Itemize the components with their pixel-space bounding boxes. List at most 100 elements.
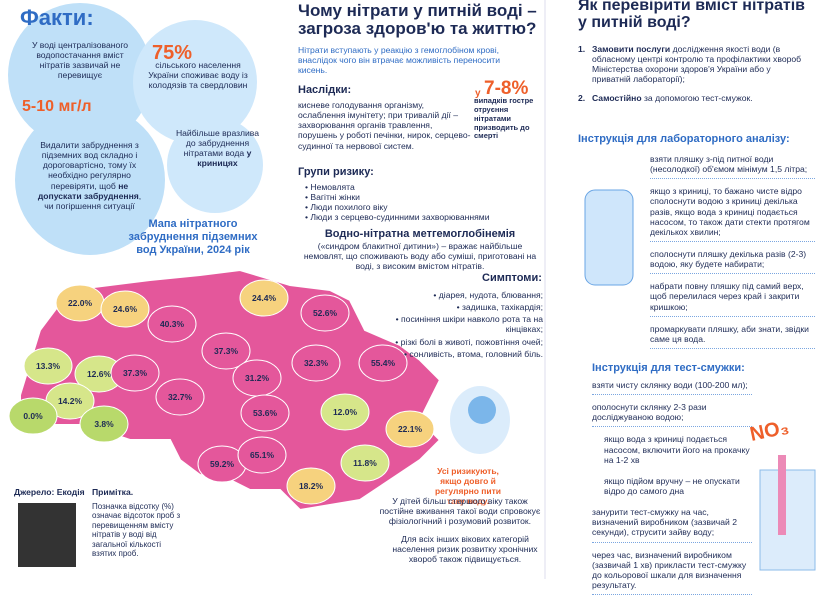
note: Позначка відсотку (%) означає відсоток п…	[92, 502, 181, 559]
warning: Усі ризикують, якщо довго й регулярно пи…	[434, 466, 502, 507]
region-label: 40.3%	[160, 319, 185, 329]
step-bold: Самостійно	[592, 92, 642, 103]
region-label: 55.4%	[371, 358, 396, 368]
region-label: 3.8%	[94, 419, 114, 429]
strip-steps: взяти чисту склянку води (100-200 мл); оп…	[592, 376, 752, 598]
how-steps: 1. Замовити послуги дослідження якості во…	[578, 44, 810, 111]
intro: Нітрати вступають у реакцію з гемоглобін…	[298, 45, 501, 76]
section-title: Водно-нітратна метгемоглобінемія	[324, 228, 516, 240]
map-region	[340, 444, 390, 482]
section-title: Групи ризику:	[298, 166, 374, 178]
symptom: • діарея, нудота, блювання;	[433, 290, 543, 300]
text: Видалити забруднення з підземних вод скл…	[40, 140, 139, 191]
map-region	[291, 344, 341, 382]
map-title: Мапа нітратного забруднення підземних во…	[128, 218, 258, 256]
lab-step: взяти пляшку з-під питної води (несолодк…	[650, 150, 815, 180]
text: кисневе голодування організму, ослабленн…	[298, 100, 471, 151]
text: («синдром блакитної дитини») – вражає на…	[303, 241, 537, 272]
strip-substep: якщо підйом вручну – не опускати відро д…	[604, 475, 740, 496]
map-region	[110, 354, 160, 392]
facts-title: Факти:	[20, 5, 94, 30]
text: У дітей більш старшого віку також постій…	[379, 496, 541, 527]
qr-code	[18, 503, 76, 567]
region-label: 32.7%	[168, 392, 193, 402]
region-label: 13.3%	[36, 361, 61, 371]
symptom: • посиніння шкіри навколо рота та на кін…	[395, 314, 543, 335]
text: у криницях	[197, 148, 252, 169]
why-title: Чому нітрати у питній воді – загроза здо…	[298, 1, 537, 38]
map-region	[100, 290, 150, 328]
region-label: 14.2%	[58, 396, 83, 406]
map-region	[237, 436, 287, 474]
stat: 7-8%	[484, 78, 529, 99]
risk-list: НемовлятаВагітні жінкиЛюди похилого віку…	[305, 182, 535, 223]
map-region	[286, 467, 336, 505]
region-label: 24.4%	[252, 293, 277, 303]
strip-step: ополоснути склянку 2-3 рази досліджувано…	[592, 398, 752, 428]
text: Для всіх інших вікових категорій населен…	[392, 534, 538, 565]
lab-step: промаркувати пляшку, аби знати, звідки с…	[650, 320, 815, 349]
how-step: 1. Замовити послуги дослідження якості во…	[578, 44, 810, 85]
risk-item: Люди з серцево-судинними захворюваннями	[305, 212, 535, 222]
map-region	[385, 410, 435, 448]
text: не допускати забруднення	[37, 180, 139, 201]
risk-item: Немовлята	[305, 182, 535, 192]
how-step: 2. Самостійно за допомогою тест-смужок.	[578, 93, 810, 103]
region-label: 52.6%	[313, 308, 338, 318]
map-region	[147, 305, 197, 343]
symptoms-list: • діарея, нудота, блювання; • задишка, та…	[378, 290, 543, 361]
stat-text: випадків гостре отруєння нітратами призв…	[474, 96, 534, 141]
child-head	[468, 396, 496, 424]
fact: У воді централізованого водопостачання в…	[31, 40, 129, 81]
symptom: • сонливість, втома, головний біль.	[404, 348, 543, 359]
fact: Видалити забруднення з підземних вод скл…	[32, 140, 147, 211]
fact: сільського населення України споживає во…	[148, 60, 248, 91]
step-number: 2.	[578, 92, 586, 103]
map-outline	[19, 268, 442, 512]
bubble	[167, 117, 263, 213]
fact-value: 75%	[152, 42, 193, 64]
strip-step: занурити тест-смужку на час, визначений …	[592, 503, 752, 543]
step-text: за допомогою тест-смужок.	[643, 92, 753, 103]
region-label: 12.0%	[333, 407, 358, 417]
region-label: 24.6%	[113, 304, 138, 314]
bubble	[15, 105, 165, 255]
section-title: Наслідки:	[298, 84, 352, 96]
section-title: Інструкція для тест-смужки:	[592, 362, 745, 374]
map-region	[300, 294, 350, 332]
region-label: 22.1%	[398, 424, 423, 434]
glass-illustration	[759, 469, 816, 571]
how-title: Як перевірити вміст нітратів у питній во…	[578, 0, 806, 31]
fact-value: 5-10 мг/л	[22, 98, 92, 115]
lab-step: сполоснути пляшку декілька разів (2-3) в…	[650, 245, 815, 275]
region-label: 37.3%	[214, 346, 239, 356]
background: 22.0% 24.6% 40.3% 24.4% 52.6% 13.3% 12.6% 37.3%…	[8, 0, 816, 579]
region-label: 31.2%	[245, 373, 270, 383]
stat-prefix: у	[475, 88, 481, 99]
risk-item: Люди похилого віку	[305, 202, 535, 212]
fact: Найбільше вразлива до забруднення нітрат…	[175, 128, 260, 169]
strip-substep: якщо вода з криниці подається насосом, в…	[604, 434, 750, 465]
map-region	[8, 397, 58, 435]
region-label: 32.3%	[304, 358, 329, 368]
step-text: дослідження якості води (в обласному цен…	[592, 44, 802, 85]
bottle-illustration	[584, 189, 634, 286]
test-strip	[778, 455, 786, 535]
risk-item: Вагітні жінки	[305, 192, 535, 202]
region-label: 22.0%	[68, 298, 93, 308]
region-label: 59.2%	[210, 459, 235, 469]
region-label: 18.2%	[299, 481, 324, 491]
strip-step: через час, визначений виробником (зазвич…	[592, 546, 752, 596]
map-region	[320, 393, 370, 431]
symptom: • задишка, тахікардія;	[456, 302, 543, 313]
step-bold: Замовити послуги	[592, 44, 671, 54]
map-region	[23, 347, 73, 385]
text: Найбільше вразлива до забруднення нітрат…	[175, 128, 260, 159]
lab-step: якщо з криниці, то бажано чисте відро сп…	[650, 182, 815, 242]
region-label: 37.3%	[123, 368, 148, 378]
map-region	[201, 332, 251, 370]
page: 22.0% 24.6% 40.3% 24.4% 52.6% 13.3% 12.6% 37.3%…	[0, 0, 829, 579]
strip-step: взяти чисту склянку води (100-200 мл);	[592, 376, 752, 396]
source: Джерело: Екодія	[14, 487, 85, 497]
map-region	[239, 279, 289, 317]
